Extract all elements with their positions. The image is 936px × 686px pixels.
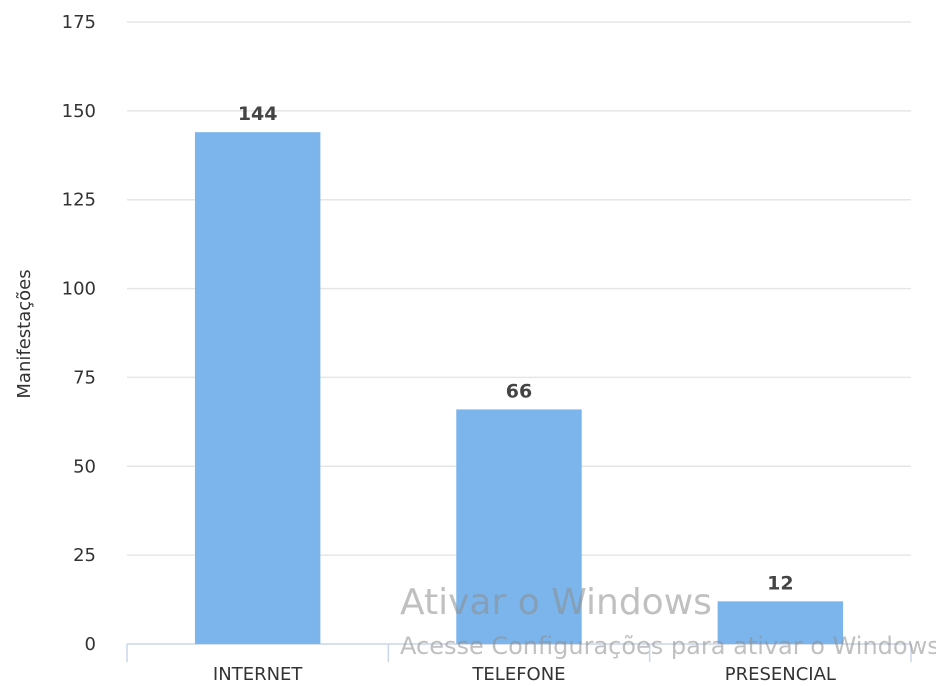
category-label: TELEFONE <box>471 664 565 685</box>
y-axis-title: Manifestações <box>14 269 35 398</box>
y-tick-label: 150 <box>62 101 96 122</box>
windows-activation-title: Ativar o Windows <box>400 582 712 623</box>
bar[interactable] <box>717 601 844 644</box>
category-label: INTERNET <box>213 664 303 685</box>
y-tick-label: 175 <box>62 12 96 33</box>
y-tick-label: 50 <box>73 456 96 477</box>
y-tick-label: 25 <box>73 545 96 566</box>
windows-activation-subtitle: Acesse Configurações para ativar o Windo… <box>400 632 936 660</box>
bar[interactable] <box>194 132 321 644</box>
data-labels: 144 66 12 <box>238 103 794 594</box>
category-label: PRESENCIAL <box>725 664 836 685</box>
y-tick-label: 125 <box>62 190 96 211</box>
y-tick-label: 75 <box>73 367 96 388</box>
y-tick-label: 100 <box>62 279 96 300</box>
data-label: 66 <box>506 380 532 402</box>
bars <box>194 132 844 644</box>
category-labels: INTERNET TELEFONE PRESENCIAL <box>213 664 836 685</box>
data-label: 12 <box>767 572 793 594</box>
y-axis-ticks: 0 25 50 75 100 125 150 175 <box>62 12 96 655</box>
bar[interactable] <box>456 409 582 644</box>
data-label: 144 <box>238 103 278 125</box>
y-tick-label: 0 <box>85 634 96 655</box>
